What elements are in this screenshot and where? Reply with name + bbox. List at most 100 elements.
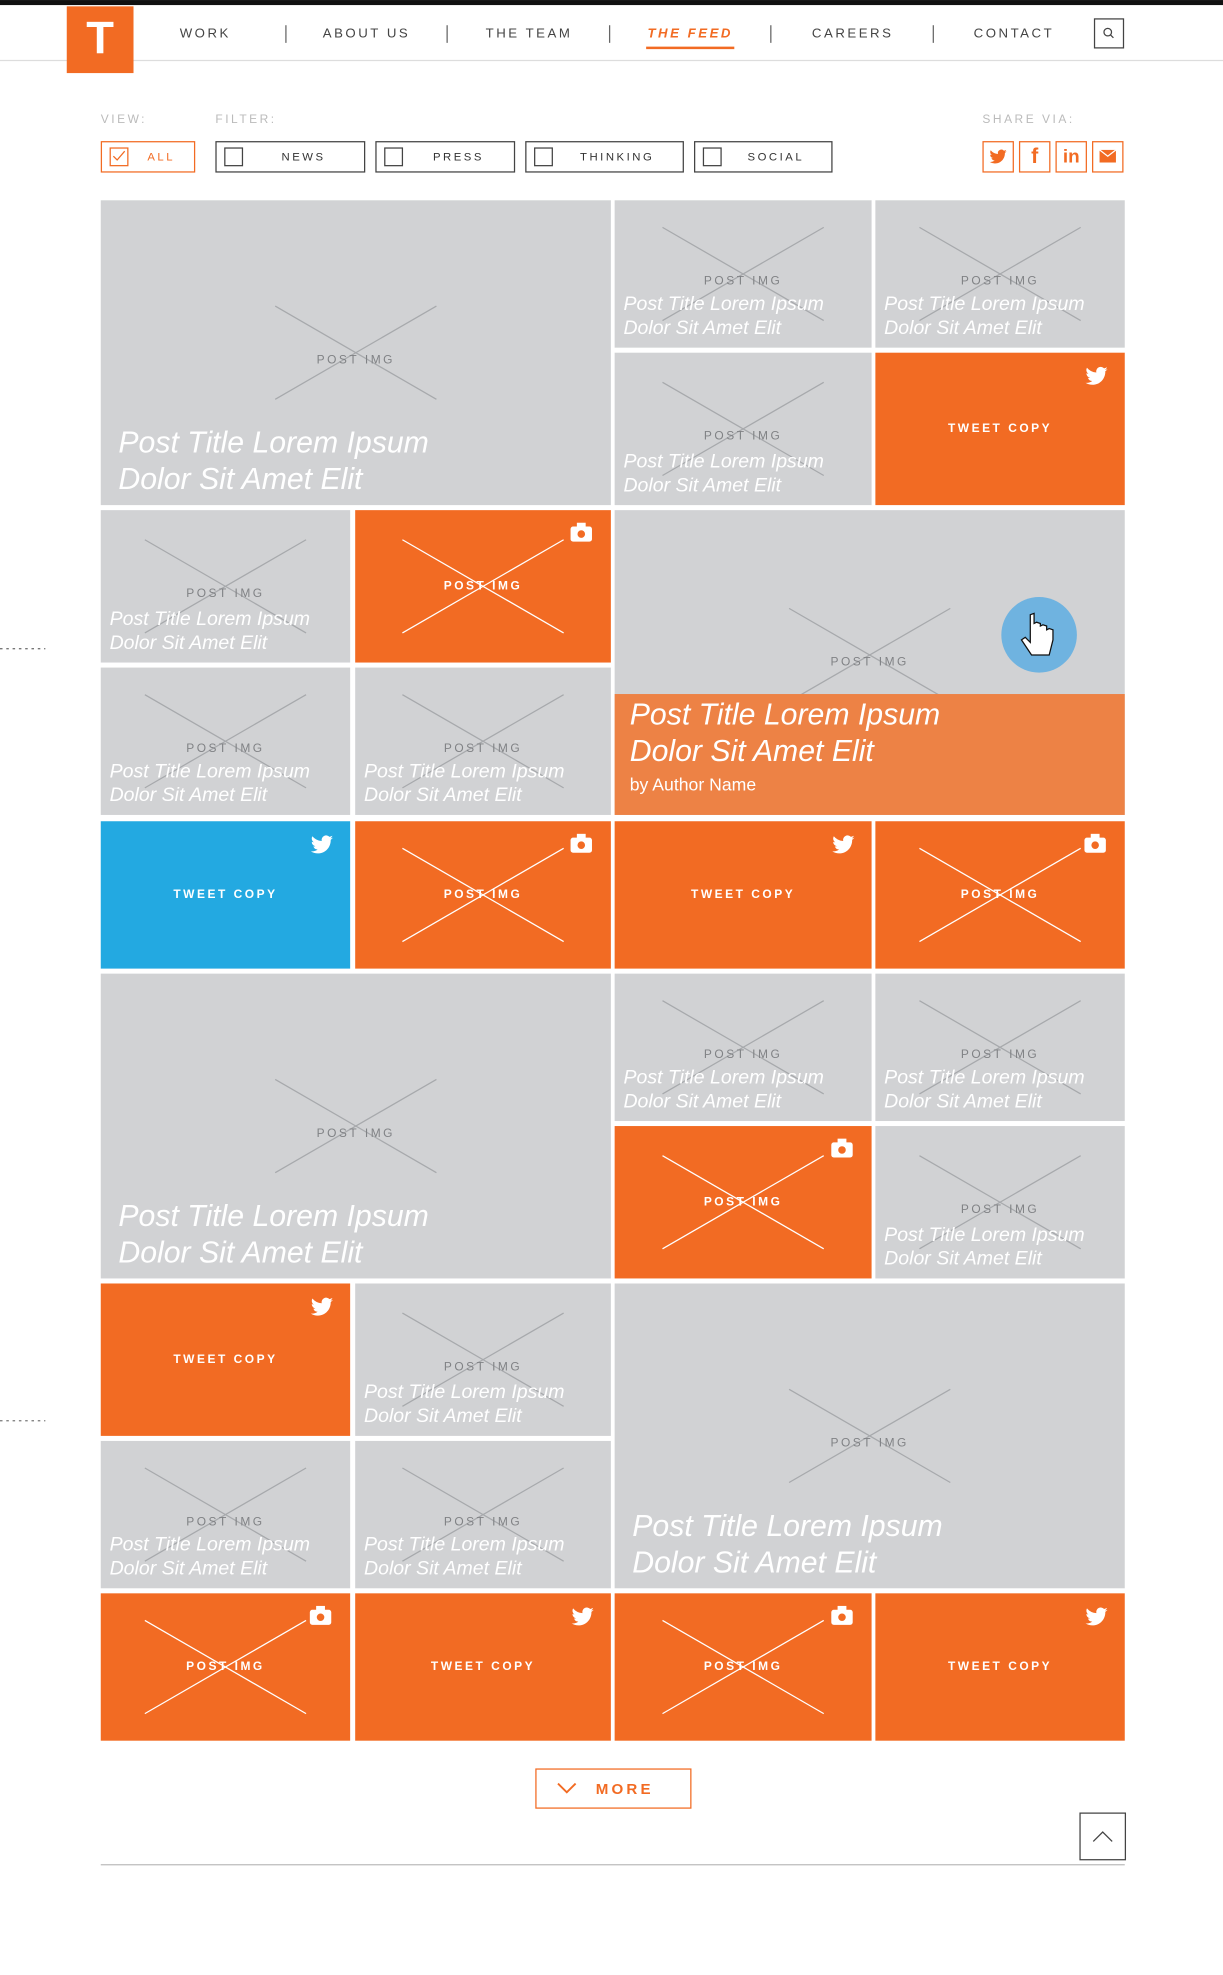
filter-text[interactable]: NEWS [282, 151, 326, 163]
tile-title: Dolor Sit Amet Elit [110, 632, 269, 654]
featured-overlay [614, 694, 1125, 815]
more-button[interactable]: MORE [535, 1768, 692, 1809]
camera-icon [576, 840, 587, 851]
tile-tweet[interactable]: TWEET COPY [100, 1283, 351, 1436]
tile-title: Dolor Sit Amet Elit [110, 1558, 269, 1580]
tile-bg [355, 1593, 611, 1741]
nav-item[interactable]: WORK [180, 26, 231, 41]
view-label: VIEW: [101, 112, 147, 126]
tile-bg [100, 1283, 351, 1436]
share-twitter[interactable] [982, 141, 1014, 173]
share-linkedin[interactable]: in [1055, 141, 1087, 173]
tile-title: Post Title Lorem Ipsum [623, 293, 823, 315]
nav-item[interactable]: CAREERS [812, 26, 894, 41]
placeholder-x [144, 694, 307, 789]
camera-icon [576, 529, 587, 540]
filter-text[interactable]: SOCIAL [748, 151, 805, 163]
tile-photo[interactable]: POST IMG [355, 821, 611, 969]
filter-text[interactable]: PRESS [433, 151, 484, 163]
nav-item[interactable]: THE TEAM [486, 26, 573, 41]
placeholder-x [402, 539, 564, 634]
tile-label: POST IMG [704, 1194, 783, 1208]
tile-bg [614, 821, 872, 969]
share-email[interactable] [1092, 141, 1124, 173]
view-all[interactable]: ALL [100, 141, 196, 173]
tile-title: Post Title Lorem Ipsum [364, 1534, 564, 1556]
nav-item[interactable]: ABOUT US [323, 26, 411, 41]
logo-text[interactable]: T [86, 13, 114, 64]
tile-photo[interactable]: POST IMG [614, 1593, 872, 1741]
placeholder-x [919, 847, 1081, 943]
filter-social[interactable]: SOCIAL [693, 141, 833, 173]
tile-photo[interactable]: POST IMG [614, 1126, 872, 1279]
placeholder-x [402, 1467, 564, 1562]
tile-label: TWEET COPY [173, 1352, 277, 1366]
tile-label: POST IMG [704, 1659, 783, 1673]
tile-title: Dolor Sit Amet Elit [884, 1248, 1043, 1270]
placeholder-x [662, 226, 825, 322]
share-label: SHARE VIA: [982, 112, 1074, 126]
nav-item[interactable]: CONTACT [974, 26, 1055, 41]
tile-label: POST IMG [444, 1359, 522, 1373]
tile-title: Post Title Lorem Ipsum [884, 293, 1084, 315]
tile-label: POST IMG [831, 1436, 909, 1450]
camera-icon [316, 1605, 325, 1611]
tile-label: TWEET COPY [173, 887, 277, 901]
nav-separators [285, 25, 934, 43]
filter-press[interactable]: PRESS [375, 141, 516, 173]
filter-text[interactable]: THINKING [580, 151, 654, 163]
tile-bg [875, 352, 1125, 506]
share-icon-text[interactable]: f [1031, 144, 1039, 168]
search-button[interactable] [1093, 18, 1125, 49]
tile-title: Post Title Lorem Ipsum [632, 1510, 942, 1543]
tile-photo[interactable]: POST IMG [355, 510, 611, 663]
tile-title: Dolor Sit Amet Elit [110, 784, 269, 806]
share-icon-text[interactable]: in [1063, 146, 1080, 167]
tile-title: Post Title Lorem Ipsum [118, 427, 428, 460]
tile-tweet[interactable]: TWEET COPY [875, 352, 1125, 506]
tile-label: POST IMG [961, 1047, 1039, 1061]
view-all-text[interactable]: ALL [147, 151, 175, 163]
tile-label: POST IMG [317, 352, 395, 366]
back-to-top[interactable] [1079, 1812, 1127, 1861]
tile-label: POST IMG [704, 274, 782, 288]
tile-tweet[interactable]: TWEET COPY [100, 821, 351, 969]
tile-photo[interactable]: POST IMG [875, 821, 1125, 969]
tile-title: Post Title Lorem Ipsum [884, 1066, 1084, 1088]
logo[interactable] [66, 6, 134, 74]
tile-title: Post Title Lorem Ipsum [110, 1534, 310, 1556]
tile-tweet[interactable]: TWEET COPY [614, 821, 872, 969]
share-facebook[interactable]: f [1018, 141, 1051, 173]
tile-photo[interactable]: POST IMG [100, 1593, 351, 1741]
tile-label: POST IMG [961, 887, 1040, 901]
tile-label: POST IMG [186, 741, 264, 755]
filter-thinking[interactable]: THINKING [525, 141, 684, 173]
tile-tweet[interactable]: TWEET COPY [355, 1593, 611, 1741]
tile-title: Post Title Lorem Ipsum [364, 1381, 564, 1403]
filter-news[interactable]: NEWS [215, 141, 366, 173]
placeholder-x [919, 1155, 1081, 1250]
tile-bg [100, 821, 351, 969]
more-text[interactable]: MORE [596, 1781, 654, 1798]
nav-item-active[interactable]: THE FEED [647, 26, 733, 41]
tile-tweet[interactable]: TWEET COPY [875, 1593, 1125, 1741]
camera-icon [576, 833, 586, 839]
